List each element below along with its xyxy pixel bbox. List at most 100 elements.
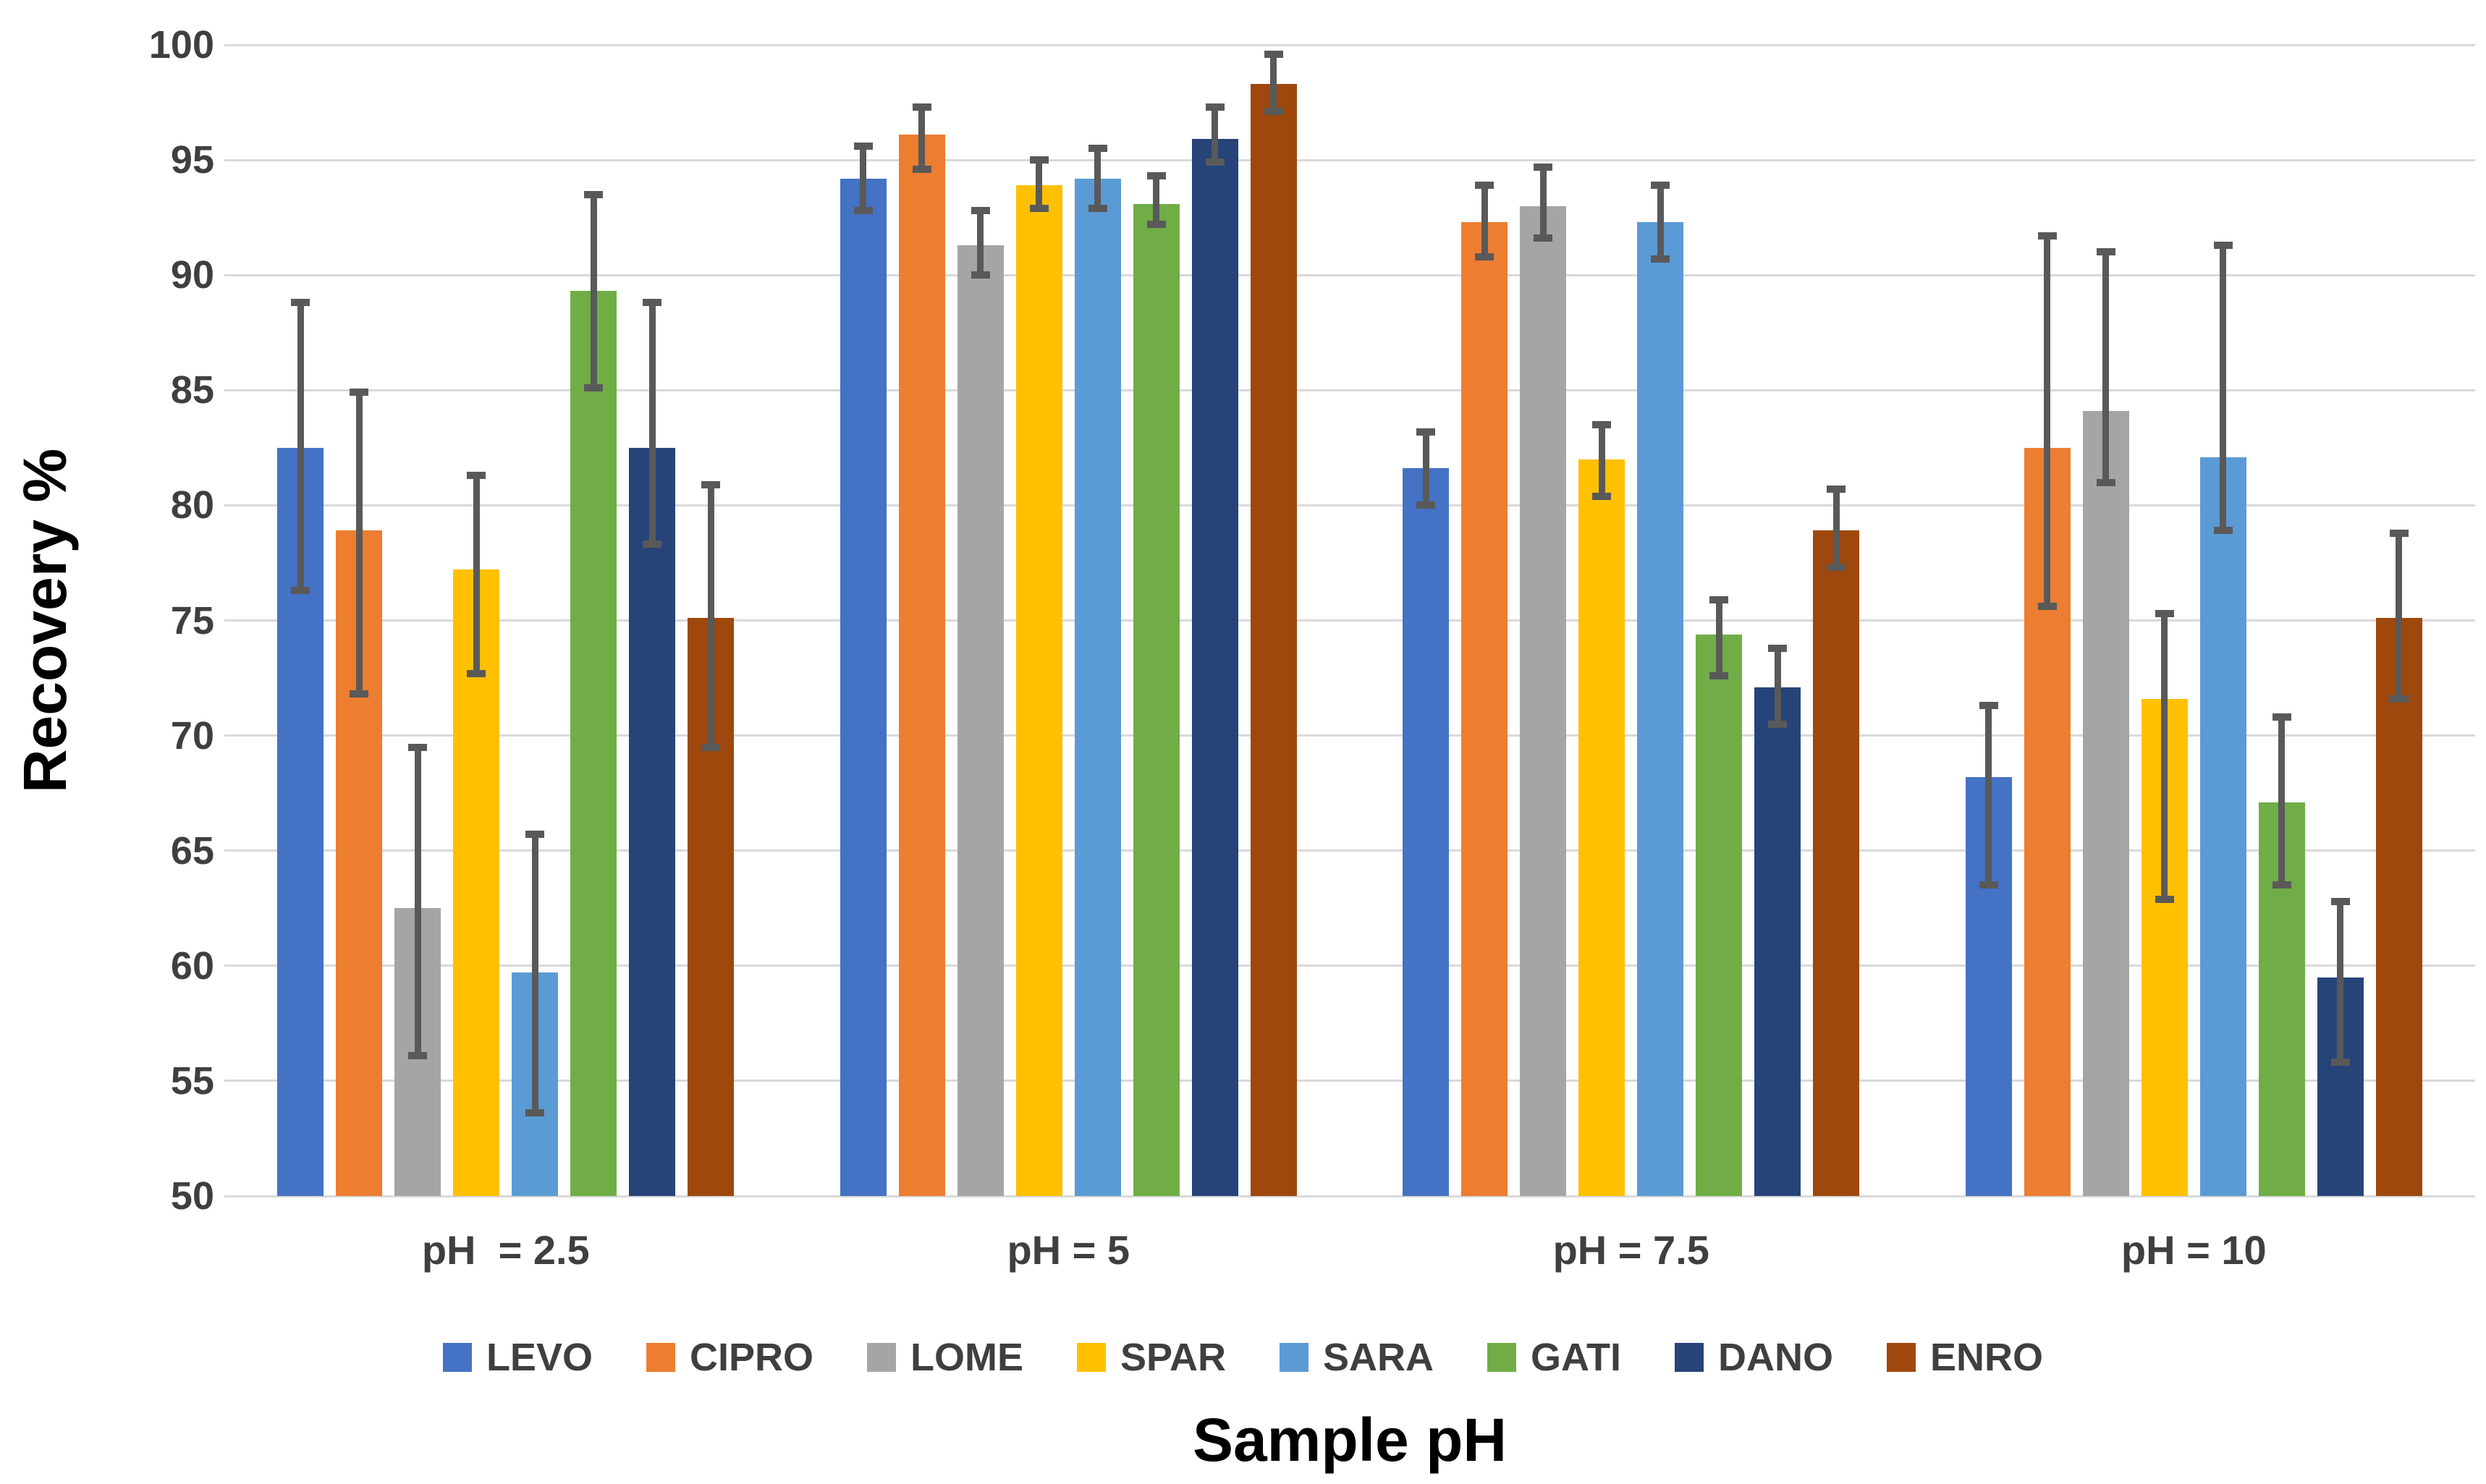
error-cap-bottom-enro-cat2 <box>1827 564 1846 572</box>
bar-enro-cat1 <box>1250 84 1297 1196</box>
error-bar-gati-cat0 <box>590 194 597 389</box>
plot-area <box>224 0 2475 1197</box>
error-cap-bottom-sara-cat0 <box>525 1109 545 1117</box>
error-cap-bottom-dano-cat2 <box>1768 720 1788 728</box>
error-bar-gati-cat2 <box>1715 599 1722 676</box>
x-category-label: pH = 10 <box>2121 1227 2267 1273</box>
y-tick-label: 75 <box>170 598 214 643</box>
error-cap-top-lome-cat1 <box>971 207 990 215</box>
error-cap-bottom-enro-cat3 <box>2389 695 2409 703</box>
error-cap-bottom-cipro-cat2 <box>1475 253 1494 260</box>
error-bar-spar-cat0 <box>473 475 480 674</box>
error-cap-top-dano-cat3 <box>2330 897 2350 905</box>
legend-label-levo: LEVO <box>486 1336 593 1379</box>
legend-label-sara: SARA <box>1323 1336 1434 1379</box>
error-cap-top-gati-cat3 <box>2272 713 2291 721</box>
error-bar-levo-cat3 <box>1985 705 1992 886</box>
error-cap-bottom-lome-cat3 <box>2096 478 2115 486</box>
y-tick-label: 65 <box>170 828 214 873</box>
error-cap-top-cipro-cat3 <box>2037 232 2057 240</box>
error-cap-top-dano-cat2 <box>1768 644 1788 652</box>
error-cap-bottom-lome-cat2 <box>1534 234 1553 242</box>
bar-spar-cat1 <box>1015 185 1062 1196</box>
error-bar-enro-cat3 <box>2396 533 2403 699</box>
bar-lome-cat2 <box>1520 205 1567 1196</box>
error-bar-cipro-cat3 <box>2044 236 2051 607</box>
error-cap-top-lome-cat3 <box>2096 248 2115 256</box>
gridline <box>224 619 2475 622</box>
legend-label-cipro: CIPRO <box>689 1336 813 1379</box>
error-cap-top-dano-cat1 <box>1205 103 1225 111</box>
bar-cipro-cat1 <box>898 135 945 1196</box>
legend-swatch-lome <box>867 1343 896 1372</box>
error-cap-top-spar-cat1 <box>1029 156 1049 164</box>
error-bar-lome-cat1 <box>977 211 984 276</box>
error-bar-enro-cat2 <box>1832 489 1840 568</box>
x-category-label: pH = 2.5 <box>421 1227 590 1273</box>
gridline <box>224 504 2475 506</box>
bar-sara-cat1 <box>1074 178 1121 1196</box>
x-category-label: pH = 7.5 <box>1552 1227 1709 1273</box>
error-bar-cipro-cat2 <box>1481 185 1488 257</box>
gridline <box>224 1080 2475 1082</box>
error-cap-top-enro-cat1 <box>1264 50 1283 58</box>
error-cap-top-lome-cat2 <box>1534 163 1553 171</box>
error-cap-top-spar-cat3 <box>2155 609 2174 617</box>
x-axis-line <box>224 1195 2475 1197</box>
gridline <box>224 274 2475 276</box>
error-cap-top-lome-cat0 <box>408 743 428 751</box>
error-bar-lome-cat2 <box>1539 166 1547 239</box>
error-cap-bottom-enro-cat1 <box>1264 108 1283 116</box>
error-bar-sara-cat1 <box>1094 148 1102 208</box>
error-bar-spar-cat3 <box>2161 613 2168 899</box>
bar-dano-cat2 <box>1754 687 1801 1196</box>
legend-item-lome: LOME <box>867 1338 1023 1377</box>
error-cap-top-cipro-cat1 <box>912 103 931 111</box>
error-bar-spar-cat1 <box>1036 160 1043 208</box>
bar-dano-cat1 <box>1191 139 1238 1196</box>
bar-enro-cat2 <box>1813 530 1860 1196</box>
bar-cipro-cat2 <box>1461 222 1508 1196</box>
error-bar-cipro-cat0 <box>355 392 363 695</box>
bar-enro-cat3 <box>2375 618 2422 1196</box>
error-cap-top-sara-cat3 <box>2213 241 2233 249</box>
error-cap-top-levo-cat1 <box>853 143 873 150</box>
bar-sara-cat2 <box>1637 222 1684 1196</box>
error-cap-bottom-lome-cat1 <box>971 271 990 279</box>
y-tick-label: 60 <box>170 944 214 988</box>
error-cap-top-sara-cat1 <box>1088 145 1107 153</box>
error-cap-bottom-spar-cat2 <box>1592 492 1612 500</box>
error-cap-bottom-gati-cat1 <box>1146 221 1166 229</box>
error-cap-top-enro-cat3 <box>2389 529 2409 537</box>
error-bar-enro-cat0 <box>707 484 714 747</box>
y-tick-label: 80 <box>170 483 214 527</box>
legend-item-sara: SARA <box>1280 1338 1434 1377</box>
y-tick-label: 90 <box>170 253 214 297</box>
y-tick-label: 85 <box>170 368 214 412</box>
error-cap-bottom-gati-cat2 <box>1709 671 1729 679</box>
error-cap-top-spar-cat2 <box>1592 421 1612 429</box>
error-bar-levo-cat0 <box>297 302 304 591</box>
error-bar-lome-cat3 <box>2102 252 2110 483</box>
error-cap-top-dano-cat0 <box>643 299 662 307</box>
legend-swatch-spar <box>1077 1343 1106 1372</box>
error-bar-lome-cat0 <box>414 747 421 1056</box>
bar-sara-cat3 <box>2199 457 2246 1196</box>
bar-levo-cat2 <box>1403 468 1450 1196</box>
gridline <box>224 389 2475 391</box>
error-bar-levo-cat2 <box>1422 431 1429 506</box>
error-cap-bottom-cipro-cat1 <box>912 165 931 173</box>
gridline <box>224 734 2475 737</box>
error-cap-bottom-dano-cat0 <box>643 540 662 548</box>
legend-item-levo: LEVO <box>442 1336 593 1379</box>
y-tick-label: 50 <box>170 1174 214 1218</box>
legend-item-dano: DANO <box>1675 1338 1833 1377</box>
legend-swatch-sara <box>1280 1343 1309 1372</box>
bar-lome-cat3 <box>2082 410 2129 1196</box>
error-cap-top-levo-cat2 <box>1416 428 1436 436</box>
error-bar-sara-cat3 <box>2220 245 2227 531</box>
legend-item-cipro: CIPRO <box>646 1338 813 1377</box>
bar-levo-cat1 <box>840 178 887 1196</box>
error-bar-dano-cat1 <box>1212 106 1219 163</box>
